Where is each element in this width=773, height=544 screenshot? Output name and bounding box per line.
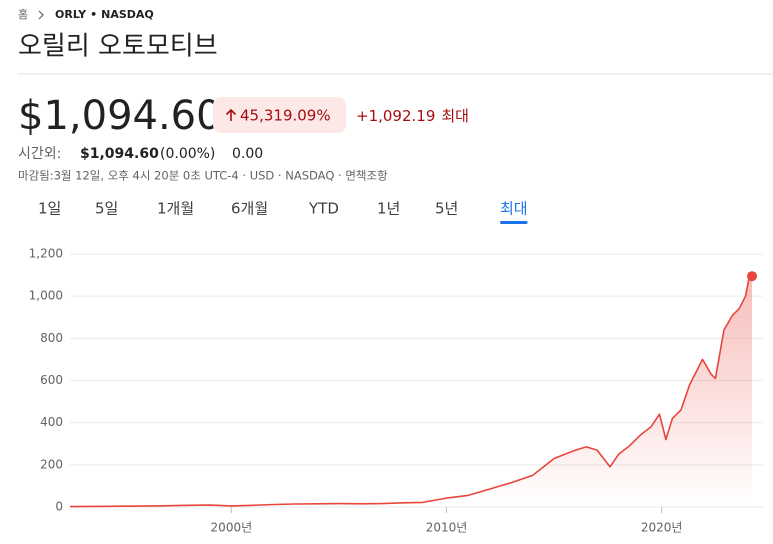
y-tick-label: 600 [40, 373, 63, 387]
range-tab[interactable]: 6개월 [231, 200, 268, 218]
breadcrumb-ticker: ORLY • NASDAQ [55, 8, 154, 21]
y-tick-label: 400 [40, 415, 63, 429]
range-tab[interactable]: 1일 [38, 200, 61, 218]
chevron-icon [38, 10, 44, 20]
price-line [69, 275, 753, 508]
end-point [747, 271, 757, 282]
price-chart: 0 200 400 600 800 1,000 1,200 2000년 2010년 2020년 [29, 247, 763, 535]
y-tick-label: 800 [40, 331, 63, 345]
change-badge [213, 97, 346, 133]
x-tick-label: 2020년 [641, 521, 683, 535]
x-tick-label: 2000년 [211, 521, 253, 535]
range-tab[interactable]: 5일 [95, 200, 118, 218]
separator: • [90, 8, 97, 21]
range-tab[interactable]: 5년 [435, 200, 458, 218]
area [70, 276, 752, 507]
exchange: NASDAQ [101, 8, 154, 21]
after-hours-label: 시간외: [18, 146, 61, 162]
market-info: 마감됨:3월 12일, 오후 4시 20분 0초 UTC-4 · USD · N… [18, 169, 388, 183]
up-arrow-icon [225, 108, 237, 121]
after-hours-percent: (0.00%) [160, 146, 215, 162]
range-tab[interactable]: 1개월 [157, 200, 194, 218]
tab-underline [500, 221, 528, 224]
after-hours-price: $1,094.60 [80, 146, 159, 162]
breadcrumb-home[interactable]: 홈 [18, 7, 28, 21]
y-tick-label: 200 [40, 457, 63, 471]
amount: +1,092.19 [356, 107, 435, 125]
stock-title: 오릴리 오토모티브 [18, 32, 218, 62]
y-tick-label: 1,200 [29, 247, 63, 261]
price: $1,094.60 [18, 93, 222, 139]
range-tab[interactable]: 1년 [377, 200, 400, 218]
y-tick-label: 0 [55, 500, 63, 514]
period: 최대 [441, 107, 469, 125]
range-tab[interactable]: YTD [308, 200, 339, 218]
x-tick-label: 2010년 [426, 521, 468, 535]
y-tick-label: 1,000 [29, 289, 63, 303]
change-amount: +1,092.19 최대 [356, 107, 469, 125]
range-tabs: 1일 5일 1개월 6개월 YTD 1년 5년 최대 [38, 200, 528, 224]
ticker: ORLY [55, 8, 87, 21]
after-hours-amount: 0.00 [232, 146, 263, 162]
range-tab[interactable]: 최대 [500, 200, 528, 218]
change-percent: 45,319.09% [240, 107, 331, 125]
